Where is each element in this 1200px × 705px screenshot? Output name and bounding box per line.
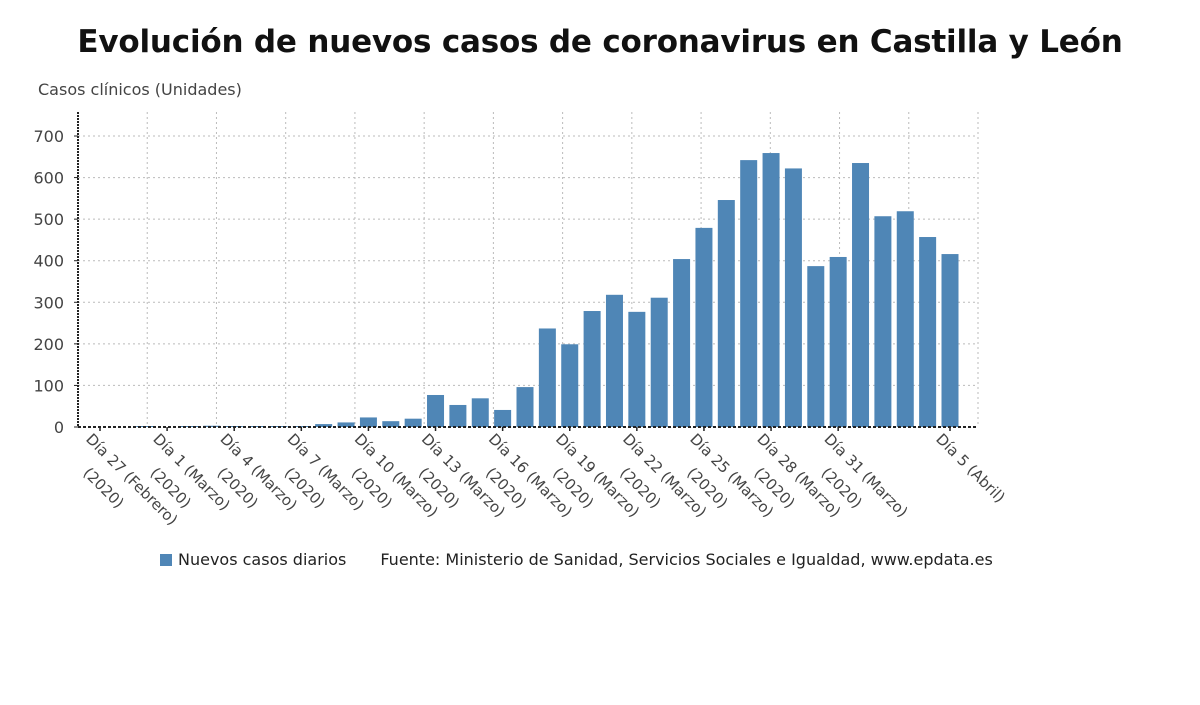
- bar: [717, 200, 735, 427]
- bar: [583, 311, 601, 427]
- bar: [829, 256, 847, 427]
- legend: Nuevos casos diarios Fuente: Ministerio …: [160, 550, 993, 569]
- bar: [874, 216, 892, 427]
- bar: [315, 424, 333, 427]
- bar: [807, 266, 825, 427]
- y-axis-label: Casos clínicos (Unidades): [38, 80, 242, 99]
- bar: [740, 160, 758, 427]
- bar: [382, 421, 400, 427]
- legend-swatch-icon: [160, 553, 172, 566]
- bar: [292, 426, 310, 427]
- bar: [673, 259, 691, 427]
- bar: [404, 418, 422, 427]
- bar: [203, 425, 221, 427]
- y-tick-label: 0: [54, 418, 64, 437]
- axes: [77, 112, 978, 428]
- y-tick-label: 600: [33, 169, 64, 188]
- y-tick-label: 100: [33, 376, 64, 395]
- y-tick-label: 500: [33, 210, 64, 229]
- y-tick-label: 700: [33, 127, 64, 146]
- bar: [695, 227, 713, 427]
- x-tick-label-line: Día 5 (Abril): [932, 430, 1008, 506]
- x-tick-label: Día 5 (Abril): [932, 430, 1008, 506]
- bar: [628, 311, 646, 427]
- legend-label: Nuevos casos diarios: [178, 550, 347, 569]
- bar: [516, 387, 534, 427]
- chart-title: Evolución de nuevos casos de coronavirus…: [77, 24, 1123, 60]
- y-tick-label: 200: [33, 335, 64, 354]
- bar: [449, 404, 467, 427]
- bar: [471, 398, 489, 427]
- y-tick-label: 300: [33, 293, 64, 312]
- bar: [359, 417, 377, 427]
- bar: [852, 163, 870, 427]
- bar: [494, 409, 512, 427]
- x-ticks: Día 27 (Febrero)(2020) Día 1 (Marzo)(2020…: [80, 427, 1009, 529]
- source-note: Fuente: Ministerio de Sanidad, Servicios…: [380, 550, 993, 569]
- bar: [941, 254, 959, 427]
- y-tick-label: 400: [33, 252, 64, 271]
- bar: [248, 426, 266, 427]
- bar: [896, 211, 914, 427]
- bar: [605, 294, 623, 427]
- bars: [136, 153, 959, 427]
- bar: [650, 297, 668, 427]
- bar: [919, 237, 937, 427]
- bar: [337, 422, 355, 427]
- grid-lines: [78, 112, 979, 427]
- bar: [538, 328, 556, 427]
- bar: [762, 153, 780, 427]
- bar: [427, 394, 445, 427]
- y-ticks: 0 100 200 300 400 500 600 700: [33, 127, 78, 437]
- bar: [561, 344, 579, 427]
- bar: [784, 168, 802, 427]
